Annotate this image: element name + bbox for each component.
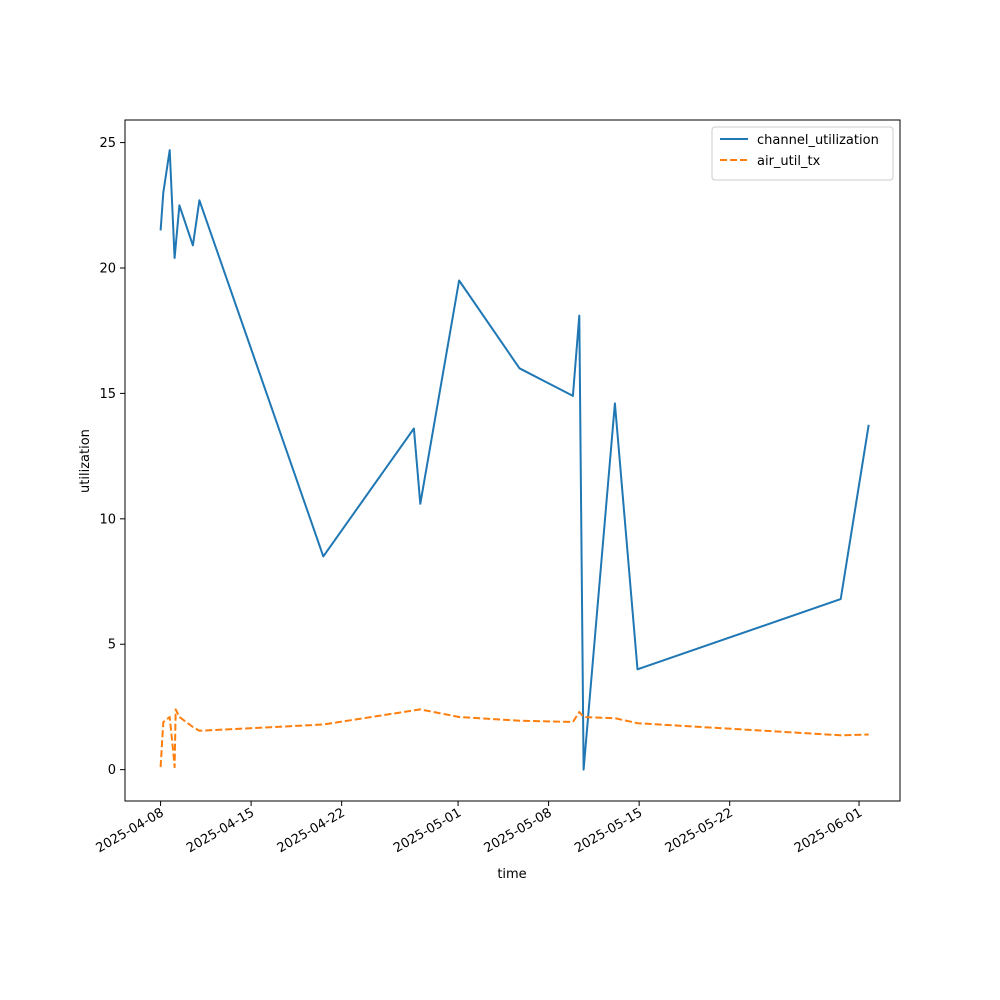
y-tick-label: 0 (108, 763, 116, 778)
plot-frame (124, 119, 901, 802)
legend-box (711, 126, 894, 181)
y-tick-label: 25 (99, 136, 116, 151)
series-layer (159, 149, 870, 771)
y-tick-label: 10 (99, 512, 116, 527)
y-tick-label: 20 (99, 261, 116, 276)
series-line-channel-utilization (159, 149, 870, 771)
series-line-air-util-tx (159, 708, 869, 769)
y-axis: 0 5 10 15 20 25 (99, 136, 125, 778)
y-tick-label: 5 (108, 638, 116, 653)
legend-label: air_util_tx (757, 154, 821, 169)
legend-label: channel_utilization (757, 133, 879, 148)
y-tick-label: 15 (99, 387, 116, 402)
x-axis-title: time (497, 867, 526, 882)
y-axis-title: utilization (78, 429, 93, 493)
legend: channel_utilization air_util_tx (711, 126, 894, 181)
